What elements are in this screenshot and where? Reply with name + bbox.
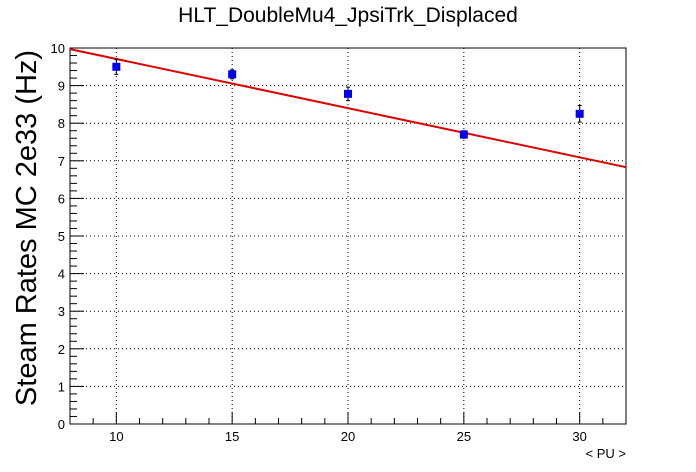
point-marker [228, 70, 237, 79]
y-tick-label: 1 [58, 379, 65, 394]
point-marker [459, 130, 468, 139]
y-tick-label: 6 [58, 191, 65, 206]
point-marker [112, 62, 121, 71]
x-tick-label: 30 [572, 429, 586, 444]
data-point [459, 130, 468, 139]
y-axis-label: Steam Rates MC 2e33 (Hz) [11, 50, 43, 406]
point-marker [575, 109, 584, 118]
y-axis: 0 1 2 3 4 5 6 7 8 9 10 [51, 41, 84, 432]
y-tick-label: 4 [58, 267, 65, 282]
y-tick-label: 9 [58, 79, 65, 94]
data-points [112, 58, 584, 139]
y-tick-label: 0 [58, 417, 65, 432]
point-marker [344, 89, 352, 98]
y-tick-label: 3 [58, 304, 65, 319]
data-point [112, 58, 121, 75]
y-tick-label: 10 [51, 41, 65, 56]
y-tick-label: 7 [58, 154, 65, 169]
x-tick-label: 10 [109, 429, 123, 444]
chart-title: HLT_DoubleMu4_JpsiTrk_Displaced [178, 4, 518, 27]
fit-line [69, 48, 627, 169]
data-point [228, 69, 237, 80]
y-tick-label: 5 [58, 229, 65, 244]
x-tick-label: 15 [225, 429, 239, 444]
fit-line-group [69, 48, 627, 169]
x-axis-label: < PU > [586, 446, 626, 461]
x-tick-label: 20 [341, 429, 355, 444]
y-tick-label: 8 [58, 116, 65, 131]
data-point [344, 86, 352, 102]
data-point [575, 105, 584, 123]
grid [70, 48, 626, 424]
x-tick-label: 25 [457, 429, 471, 444]
y-tick-label: 2 [58, 342, 65, 357]
x-axis: 10 15 20 25 30 [69, 412, 627, 444]
